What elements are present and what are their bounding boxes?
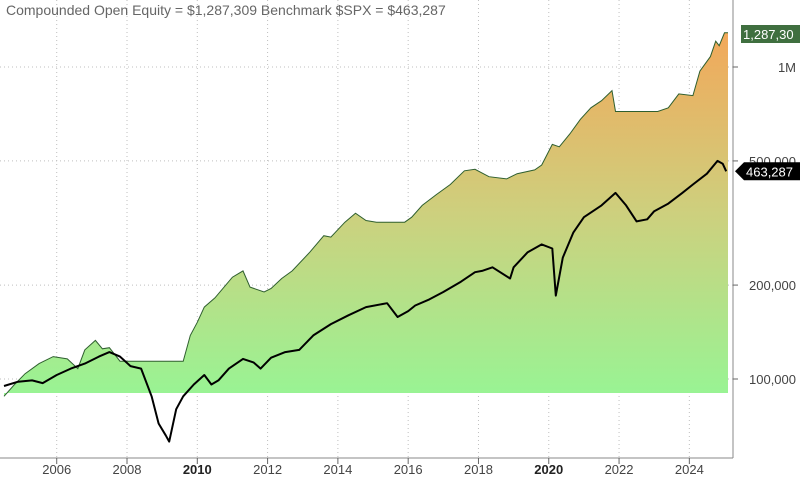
equity-series [3,32,728,397]
equity-end-badge [741,25,800,43]
end-labels: 1,287,30 463,287 [735,25,800,181]
x-tick-label: 2006 [42,462,71,477]
benchmark-end-label: 463,287 [746,164,793,179]
benchmark-series [3,159,728,443]
equity-line [3,32,728,397]
equity-area [4,32,728,397]
equity-end-label: 1,287,30 [743,27,794,42]
x-tick-label: 2022 [605,462,634,477]
y-tick-label: 100,000 [749,372,796,387]
chart-title: Compounded Open Equity = $1,287,309 Benc… [6,2,446,18]
y-tick-label: 1M [778,60,796,75]
y-tick-label: 200,000 [749,278,796,293]
x-tick-label: 2024 [675,462,704,477]
x-tick-label: 2016 [394,462,423,477]
x-tick-label: 2014 [323,462,352,477]
x-tick-label: 2020 [534,462,563,477]
x-tick-label: 2010 [183,462,212,477]
benchmark-line [3,159,728,443]
benchmark-end-badge [735,162,800,181]
x-tick-label: 2012 [253,462,282,477]
x-tick-label: 2008 [113,462,142,477]
x-tick-label: 2018 [464,462,493,477]
x-axis: 2006 2008 2010 2012 2014 2016 2018 2020 2022 2024 [42,458,704,477]
